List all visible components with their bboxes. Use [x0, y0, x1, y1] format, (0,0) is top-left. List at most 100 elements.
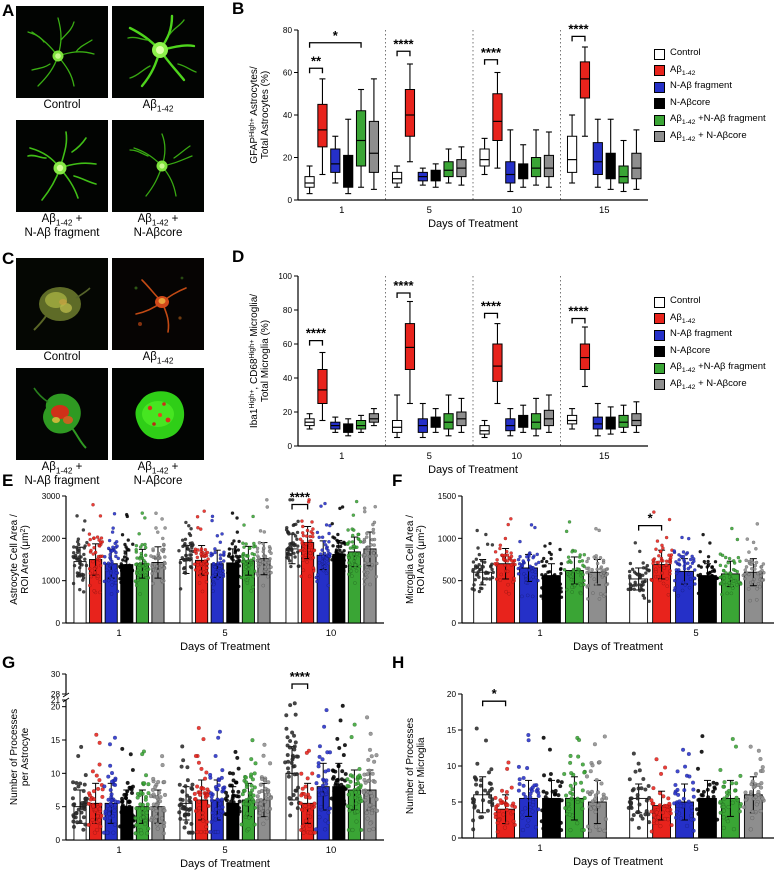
svg-text:5: 5 [451, 798, 456, 807]
legend-label: Aβ1-42 +N-Aβ fragment [670, 361, 766, 374]
svg-text:per Astrocyte: per Astrocyte [20, 727, 31, 786]
legend-swatch [654, 131, 665, 142]
micrograph-image [112, 120, 204, 212]
micrograph-caption: Aβ1-42 [142, 351, 174, 366]
svg-text:**: ** [311, 53, 322, 68]
svg-text:1: 1 [339, 205, 344, 216]
svg-text:5: 5 [693, 628, 698, 639]
svg-text:10: 10 [326, 628, 337, 639]
svg-text:ROI Area (μm2): ROI Area (μm2) [18, 525, 31, 594]
svg-text:5: 5 [222, 845, 227, 856]
svg-text:20: 20 [447, 690, 457, 699]
svg-text:Days of Treatment: Days of Treatment [180, 641, 270, 652]
svg-text:Days of Treatment: Days of Treatment [180, 858, 270, 870]
legend-label: N-Aβcore [670, 344, 711, 356]
legend-entry: N-Aβcore [654, 344, 782, 357]
legend-entry: Control [654, 295, 782, 308]
svg-text:100: 100 [278, 272, 292, 281]
svg-text:****: **** [568, 304, 589, 319]
micrograph-astrocyte-control [16, 6, 108, 98]
panel-label-c: C [2, 249, 15, 268]
svg-text:0: 0 [287, 442, 292, 451]
micrograph-caption: Aβ1-42 + N-Aβcore [133, 461, 183, 487]
micrograph-image [16, 6, 108, 98]
panel-label-b: B [232, 0, 245, 18]
legend-entry: Aβ1-42 + N-Aβcore [654, 378, 782, 390]
svg-text:****: **** [290, 489, 311, 504]
svg-text:Astrocyte Cell Area /: Astrocyte Cell Area / [9, 514, 20, 605]
svg-text:0: 0 [451, 619, 456, 628]
legend-astrocyte-panel: Control Aβ1-42 N-Aβ fragment N-Aβcore Aβ1-42… [654, 47, 782, 142]
svg-text:****: **** [568, 21, 589, 36]
legend-label: N-Aβ fragment [670, 328, 732, 339]
svg-text:5: 5 [693, 843, 698, 854]
svg-text:80: 80 [283, 26, 293, 35]
legend-swatch [654, 346, 665, 357]
svg-text:10: 10 [326, 845, 337, 856]
svg-text:0: 0 [287, 196, 292, 205]
micrograph-image [16, 120, 108, 212]
legend-label: Control [670, 295, 701, 306]
svg-text:****: **** [481, 45, 502, 60]
micrograph-caption: Control [43, 99, 81, 111]
svg-text:****: **** [290, 669, 311, 684]
svg-text:Days of Treatment: Days of Treatment [428, 464, 518, 476]
micrograph-caption: Control [43, 351, 81, 363]
micrograph-image [16, 258, 108, 350]
panel-label-f: F [392, 471, 403, 490]
chart-iba1-cd68-microglia-boxplot: 0 20 40 60 80 100 Iba1High+, CD68High+ Microgl… [246, 250, 650, 485]
chart-processes-per-astrocyte: 0 5 10 15 20 21 28 30 Number of Processes per Ast… [6, 660, 388, 877]
svg-text:Number of Processes: Number of Processes [405, 718, 416, 814]
panel-label-e: E [2, 471, 14, 490]
legend-swatch [654, 313, 665, 324]
svg-text:15: 15 [51, 736, 61, 745]
micrograph-caption: Aβ1-42 [142, 99, 174, 114]
legend-label: Aβ1-42 +N-Aβ fragment [670, 113, 766, 126]
svg-text:Total Astrocytes (%): Total Astrocytes (%) [260, 71, 271, 159]
svg-text:20: 20 [283, 408, 293, 417]
chart-processes-per-microglia: 0 5 10 15 20 Number of Processes per Microglia… [402, 660, 778, 877]
svg-text:Days of Treatment: Days of Treatment [573, 856, 663, 868]
svg-text:40: 40 [283, 374, 293, 383]
svg-text:1: 1 [537, 628, 542, 639]
micrograph-caption: Aβ1-42 + N-Aβ fragment [24, 461, 100, 487]
svg-text:5: 5 [427, 451, 432, 462]
svg-text:****: **** [306, 326, 327, 341]
svg-text:ROI Area (μm2): ROI Area (μm2) [414, 525, 427, 594]
svg-text:0: 0 [55, 619, 60, 628]
micrograph-astrocyte-abeta-core [112, 120, 204, 212]
chart-gfap-high-astrocytes-boxplot: 0 20 40 60 80 GFAPHigh+ Astrocytes/Total Astr… [246, 4, 650, 239]
svg-text:15: 15 [599, 451, 610, 462]
svg-text:40: 40 [283, 111, 293, 120]
svg-text:per Microglia: per Microglia [416, 737, 427, 795]
svg-text:20: 20 [283, 154, 293, 163]
svg-text:60: 60 [283, 69, 293, 78]
svg-text:Iba1High+, CD68High+ Microglia: Iba1High+, CD68High+ Microglia/ [247, 294, 260, 428]
legend-swatch [654, 379, 665, 390]
svg-text:Days of Treatment: Days of Treatment [573, 641, 663, 652]
svg-text:Days of Treatment: Days of Treatment [428, 218, 518, 230]
chart-f-svg: 0 500 1000 1500 Microglia Cell Area / ROI Are… [405, 492, 774, 653]
panel-label-h: H [392, 653, 405, 672]
micrograph-image [112, 6, 204, 98]
micrograph-microglia-abeta [112, 258, 204, 350]
chart-microglia-cell-area: 0 500 1000 1500 Microglia Cell Area / ROI Are… [402, 480, 778, 657]
svg-text:1000: 1000 [438, 534, 457, 543]
svg-text:****: **** [393, 278, 414, 293]
svg-text:****: **** [481, 298, 502, 313]
svg-text:Microglia Cell Area /: Microglia Cell Area / [405, 515, 416, 604]
legend-entry: Aβ1-42 + N-Aβcore [654, 130, 782, 142]
svg-text:0: 0 [55, 836, 60, 845]
svg-text:2000: 2000 [42, 534, 61, 543]
legend-entry: N-Aβ fragment [654, 80, 782, 93]
legend-entry: Control [654, 47, 782, 60]
svg-text:1500: 1500 [438, 492, 457, 501]
svg-text:Total Microglia (%): Total Microglia (%) [260, 320, 271, 402]
svg-text:21: 21 [51, 696, 61, 705]
svg-text:5: 5 [427, 205, 432, 216]
panel-label-d: D [232, 247, 245, 266]
legend-label: N-Aβ fragment [670, 80, 732, 91]
legend-swatch [654, 362, 665, 374]
